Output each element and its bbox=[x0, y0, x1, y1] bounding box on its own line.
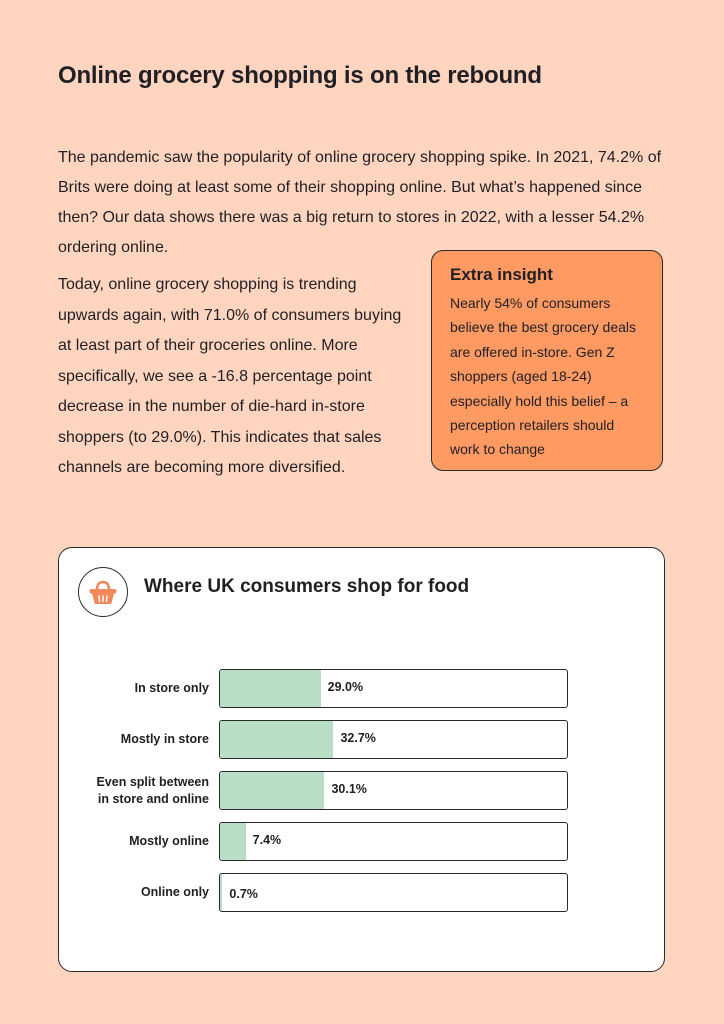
bar-value-label: 0.7% bbox=[229, 886, 258, 901]
bar bbox=[220, 823, 246, 860]
bar-value-label: 30.1% bbox=[331, 781, 367, 796]
bar-track bbox=[219, 822, 568, 861]
bar-value-label: 29.0% bbox=[327, 679, 364, 694]
basket-icon-circle bbox=[78, 567, 128, 617]
bar-label-line: In store only bbox=[134, 681, 209, 695]
bar bbox=[220, 874, 223, 911]
bar-label: Mostly in store bbox=[59, 731, 209, 748]
bar-label-line: Even split between bbox=[96, 774, 209, 789]
bar-label: Mostly online bbox=[59, 833, 209, 850]
chart-card: Where UK consumers shop for food In stor… bbox=[58, 547, 665, 972]
bar bbox=[220, 772, 325, 809]
bar-track bbox=[219, 720, 568, 759]
bar-label-line: in store and online bbox=[97, 791, 209, 806]
intro-paragraph: The pandemic saw the popularity of onlin… bbox=[58, 149, 662, 256]
bar-value-label: 7.4% bbox=[252, 832, 282, 847]
bar-label-line: Mostly in store bbox=[120, 732, 209, 746]
body-paragraph: Today, online grocery shopping is trendi… bbox=[58, 276, 402, 476]
bar-value-label: 32.7% bbox=[340, 730, 376, 745]
bar-track bbox=[219, 771, 568, 810]
bar-chart: In store only 29.0% Mostly in store 32.7% Ev… bbox=[59, 548, 666, 973]
extra-insight-box: Extra insight Nearly 54% of consumers be… bbox=[431, 250, 663, 471]
bar-track bbox=[219, 669, 568, 708]
bar-label: Even split between in store and online bbox=[59, 774, 209, 808]
basket-icon bbox=[89, 580, 117, 604]
insight-text: Nearly 54% of consumers believe the best… bbox=[450, 295, 636, 458]
bar-label: In store only bbox=[59, 680, 209, 697]
bar bbox=[220, 670, 321, 707]
bar-track bbox=[219, 873, 568, 912]
insight-title: Extra insight bbox=[450, 265, 553, 284]
bar-label-line: Mostly online bbox=[129, 834, 209, 848]
bar-label-line: Online only bbox=[140, 885, 209, 899]
chart-title: Where UK consumers shop for food bbox=[144, 576, 470, 597]
bar bbox=[220, 721, 334, 758]
bar-label: Online only bbox=[59, 884, 209, 901]
page-title: Online grocery shopping is on the reboun… bbox=[58, 62, 542, 89]
